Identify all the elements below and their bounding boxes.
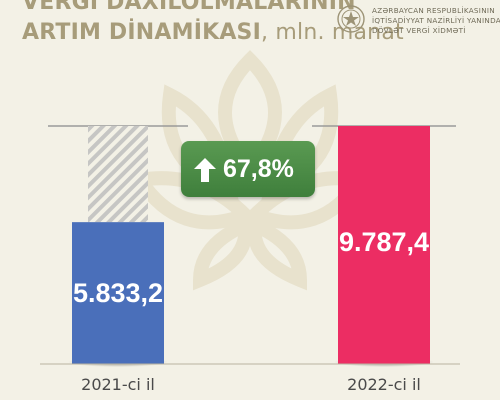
data-label-0: 5.833,2 (73, 278, 163, 308)
logo-text: AZƏRBAYCAN RESPUBLİKASININ İQTİSADİYYAT … (372, 6, 500, 36)
chart-title: VERGİ DAXİLOLMALARININ ARTIM DİNAMİKASI,… (22, 0, 404, 48)
state-emblem-icon (337, 5, 365, 33)
logo-line-2: İQTİSADİYYAT NAZİRLİYİ YANINDA (372, 16, 500, 25)
title-line-1: VERGİ DAXİLOLMALARININ (22, 0, 356, 15)
data-label-1: 9.787,4 (339, 227, 429, 257)
title-unit: , mln. manat (261, 20, 404, 45)
agency-logo: AZƏRBAYCAN RESPUBLİKASININ İQTİSADİYYAT … (336, 2, 500, 42)
bar-remainder-0 (88, 126, 148, 223)
category-label-0: 2021-ci il (81, 375, 155, 394)
title-line-2: ARTIM DİNAMİKASI (22, 20, 261, 45)
logo-line-3: DÖVLƏT VERGİ XİDMƏTİ (372, 26, 466, 35)
logo-line-1: AZƏRBAYCAN RESPUBLİKASININ (372, 6, 495, 15)
bar-0 (72, 222, 164, 364)
growth-percent: 67,8% (223, 155, 294, 183)
arrow-up-icon (194, 158, 216, 182)
bar-1 (338, 126, 430, 364)
category-label-1: 2022-ci il (347, 375, 421, 394)
growth-badge: 67,8% (181, 141, 315, 197)
